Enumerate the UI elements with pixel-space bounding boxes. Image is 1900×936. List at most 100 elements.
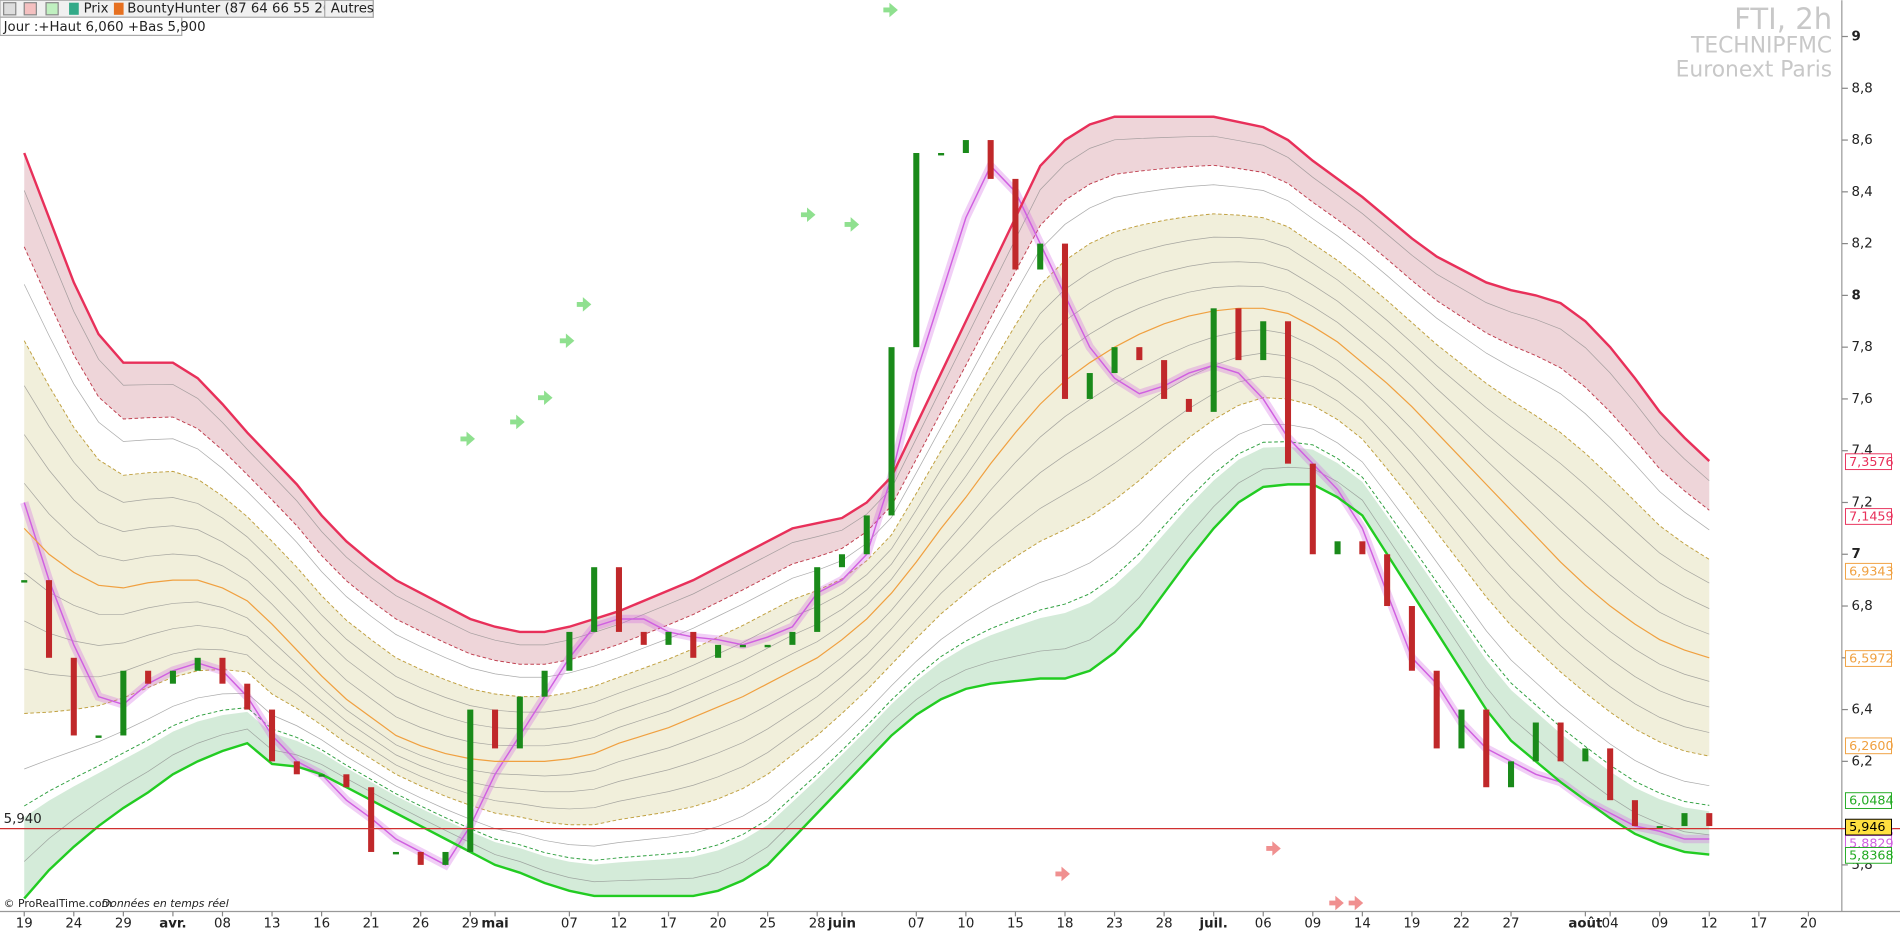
price-bar: [888, 347, 895, 516]
price-bar: [987, 140, 994, 179]
x-tick-label: 17: [660, 917, 677, 932]
price-bar: [1061, 243, 1069, 399]
price-bar: [169, 670, 176, 684]
x-tick-label: 28: [809, 917, 826, 932]
guide-line: [24, 424, 1710, 847]
price-bar: [1185, 398, 1192, 412]
icon: [113, 2, 124, 15]
price-tag-label: 5,8368: [1849, 847, 1894, 862]
price-bar: [1334, 541, 1341, 555]
tab[interactable]: Autres: [331, 2, 374, 17]
price-tag-label: 6,5972: [1849, 651, 1894, 666]
guide-line: [24, 352, 1710, 793]
x-tick-label: 19: [1403, 917, 1420, 932]
price-tag: [1844, 562, 1893, 580]
price-bar: [442, 851, 449, 865]
price-bar: [1631, 800, 1638, 827]
price-bar: [1235, 308, 1242, 361]
x-tick-label: 16: [313, 917, 330, 932]
x-tick-label: 20: [1800, 917, 1817, 932]
price-tag: [1844, 792, 1893, 809]
price-bar: [962, 140, 969, 154]
x-tick-label: 29: [115, 917, 132, 932]
price-bar: [417, 851, 424, 865]
price-bar: [1136, 347, 1143, 361]
x-tick-label: 17: [1750, 917, 1767, 932]
price-tag: [1844, 508, 1893, 525]
y-tick-label: 7: [1852, 547, 1861, 562]
price-bar: [467, 709, 474, 852]
x-tick-label: 18: [1057, 917, 1074, 932]
price-bar: [1483, 709, 1490, 788]
guide-line: [23, 466, 1710, 883]
icon: [69, 2, 79, 15]
price-bar: [516, 696, 523, 749]
price-bar: [863, 515, 870, 555]
price-bar: [1037, 243, 1044, 270]
x-tick-label: juin: [827, 917, 856, 932]
y-tick-label: 7,8: [1852, 340, 1873, 355]
y-tick-label: 9: [1852, 30, 1861, 45]
price-tag: [1844, 737, 1893, 755]
icon[interactable]: [23, 2, 37, 16]
price-bar: [1458, 709, 1465, 749]
y-tick-label: 6,8: [1852, 599, 1873, 614]
price-bar: [1607, 748, 1614, 801]
icon[interactable]: [3, 2, 17, 16]
tab[interactable]: Prix: [84, 2, 109, 17]
price-tag-label: 6,9343: [1849, 563, 1894, 578]
tab[interactable]: BountyHunter (87 64 66 55 26 t t): [127, 2, 355, 17]
sell-arrow: [1348, 895, 1364, 911]
x-tick-label: 22: [1453, 917, 1470, 932]
price-bar: [1582, 748, 1589, 762]
x-tick-label: 20: [710, 917, 727, 932]
price-bar: [21, 580, 28, 583]
sell-signals: [1055, 841, 1364, 911]
price-bar: [269, 709, 276, 762]
x-tick-label: juil.: [1199, 917, 1228, 932]
series-line: [23, 115, 1711, 634]
guide-line: [23, 236, 1710, 713]
guide-line: [24, 329, 1710, 777]
guide-line: [24, 375, 1710, 810]
series-line: [23, 307, 1710, 762]
price-bar: [1086, 373, 1093, 399]
x-tick-label: 26: [412, 917, 429, 932]
price-bar: [1359, 541, 1366, 555]
price-bar: [1408, 606, 1415, 671]
price-bar: [938, 153, 945, 156]
y-tick-label: 8,6: [1852, 133, 1873, 148]
buy-arrow: [538, 390, 553, 405]
guide-line: [23, 285, 1710, 747]
price-bar: [615, 567, 622, 632]
x-tick-label: 09: [1304, 917, 1321, 932]
price-tag: [1844, 453, 1893, 471]
price-bar: [764, 644, 771, 648]
x-tick-label: 12: [1701, 917, 1718, 932]
tab-box[interactable]: [324, 0, 374, 18]
copyright: © ProRealTime.com: [4, 897, 112, 910]
price-bar: [1508, 761, 1515, 788]
x-tick-label: 07: [908, 917, 925, 932]
y-tick-label: 8,2: [1852, 237, 1873, 252]
price-tag: [1844, 650, 1893, 667]
price-tag-label: 7,3576: [1849, 454, 1894, 469]
price-bar: [1384, 554, 1391, 607]
y-tick-label: 8,8: [1852, 81, 1873, 96]
price-bar: [913, 153, 920, 348]
price-bar: [789, 631, 796, 645]
price-bar: [591, 567, 598, 632]
band-edge: [23, 441, 1710, 861]
buy-arrow: [559, 333, 575, 349]
price-tag: [1844, 818, 1893, 836]
price-bar: [368, 787, 375, 852]
price-bar: [566, 631, 573, 671]
x-tick-label: août: [1568, 916, 1603, 932]
price-bar: [318, 774, 325, 777]
x-tick-label: 21: [363, 917, 380, 932]
info: Jour :+Haut 6,060 +Bas 5,900: [3, 20, 206, 35]
icon[interactable]: [45, 2, 59, 16]
x-tick-label: 15: [1007, 917, 1024, 932]
guide-line: [23, 261, 1710, 730]
